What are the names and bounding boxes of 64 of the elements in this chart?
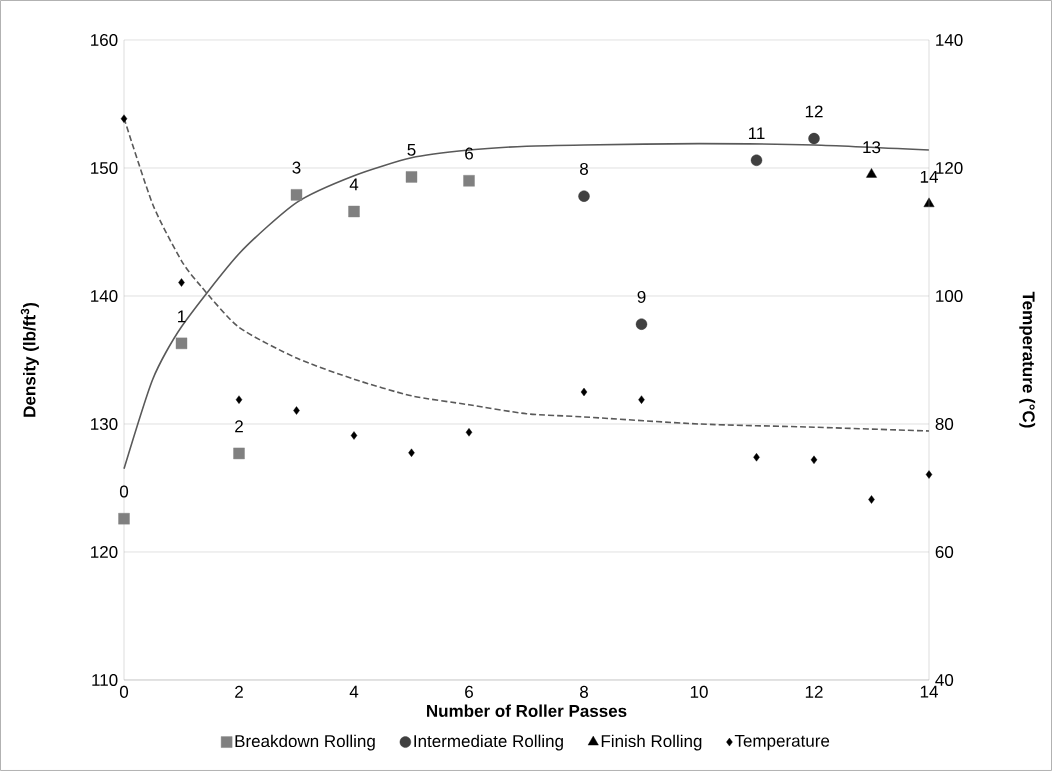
y-tick-label: 140: [91, 289, 118, 303]
y-tick-label: 150: [91, 161, 118, 175]
annotation: 14: [920, 170, 938, 183]
y-axis-title: Density (lb/ft$^{3}$): [20, 302, 39, 417]
point: [465, 428, 473, 437]
y-tick-label: 130: [91, 417, 118, 431]
y-tick-label: 110: [92, 673, 118, 687]
point: [635, 318, 648, 330]
annotation: 6: [465, 147, 473, 160]
x-tick-label: 14: [920, 685, 938, 698]
point: [463, 175, 475, 187]
point: [405, 171, 418, 183]
annotation: 5: [407, 143, 416, 156]
y2-tick-label: 80: [935, 417, 954, 431]
point: [178, 278, 185, 287]
x-tick-label: 4: [349, 685, 359, 698]
x-tick-label: 10: [690, 685, 708, 698]
point: [810, 455, 818, 465]
point: [290, 189, 303, 201]
point: [408, 448, 415, 457]
annotation: 9: [637, 290, 646, 303]
y2-tick-label: 40: [935, 673, 954, 687]
point: [638, 395, 645, 404]
y2-axis-title: Temperature (°C): [1019, 291, 1036, 428]
point: [580, 387, 588, 397]
point: [233, 447, 245, 460]
point: [866, 168, 877, 178]
x-tick-label: 2: [235, 685, 243, 698]
x-tick-label: 0: [119, 685, 129, 698]
y2-tick-label: 60: [935, 545, 954, 559]
legend-label: Breakdown Rolling: [235, 734, 375, 751]
point: [235, 395, 243, 404]
y2-tick-label: 140: [936, 33, 963, 47]
y-tick-label: 120: [91, 545, 118, 559]
annotation: 3: [292, 161, 301, 174]
point: [118, 513, 130, 525]
y2-tick-label: 120: [936, 161, 963, 175]
point: [925, 470, 933, 479]
annotation: 8: [580, 162, 588, 175]
x-tick-label: 6: [465, 685, 473, 698]
x-axis-title: Number of Roller Passes: [427, 704, 627, 717]
point: [293, 406, 300, 415]
point: [808, 132, 820, 145]
point: [750, 154, 763, 166]
annotation: 11: [748, 127, 765, 140]
annotation: 1: [178, 310, 186, 323]
point: [350, 431, 358, 440]
legend-label: Intermediate Rolling: [414, 734, 563, 751]
point: [348, 205, 360, 218]
point: [175, 337, 188, 350]
annotation: 0: [119, 485, 129, 498]
point: [578, 190, 590, 202]
point: [753, 453, 760, 462]
annotation: 2: [235, 420, 243, 433]
x-tick-label: 8: [580, 685, 588, 698]
point: [120, 114, 128, 123]
annotation: 4: [349, 178, 359, 191]
y2-tick-label: 100: [936, 289, 963, 303]
legend-label: Temperature: [734, 734, 830, 751]
point: [868, 495, 875, 504]
legend-label: Finish Rolling: [601, 734, 702, 751]
y-tick-label: 160: [91, 33, 118, 47]
x-tick-label: 12: [805, 685, 823, 698]
annotation: 12: [805, 105, 823, 118]
